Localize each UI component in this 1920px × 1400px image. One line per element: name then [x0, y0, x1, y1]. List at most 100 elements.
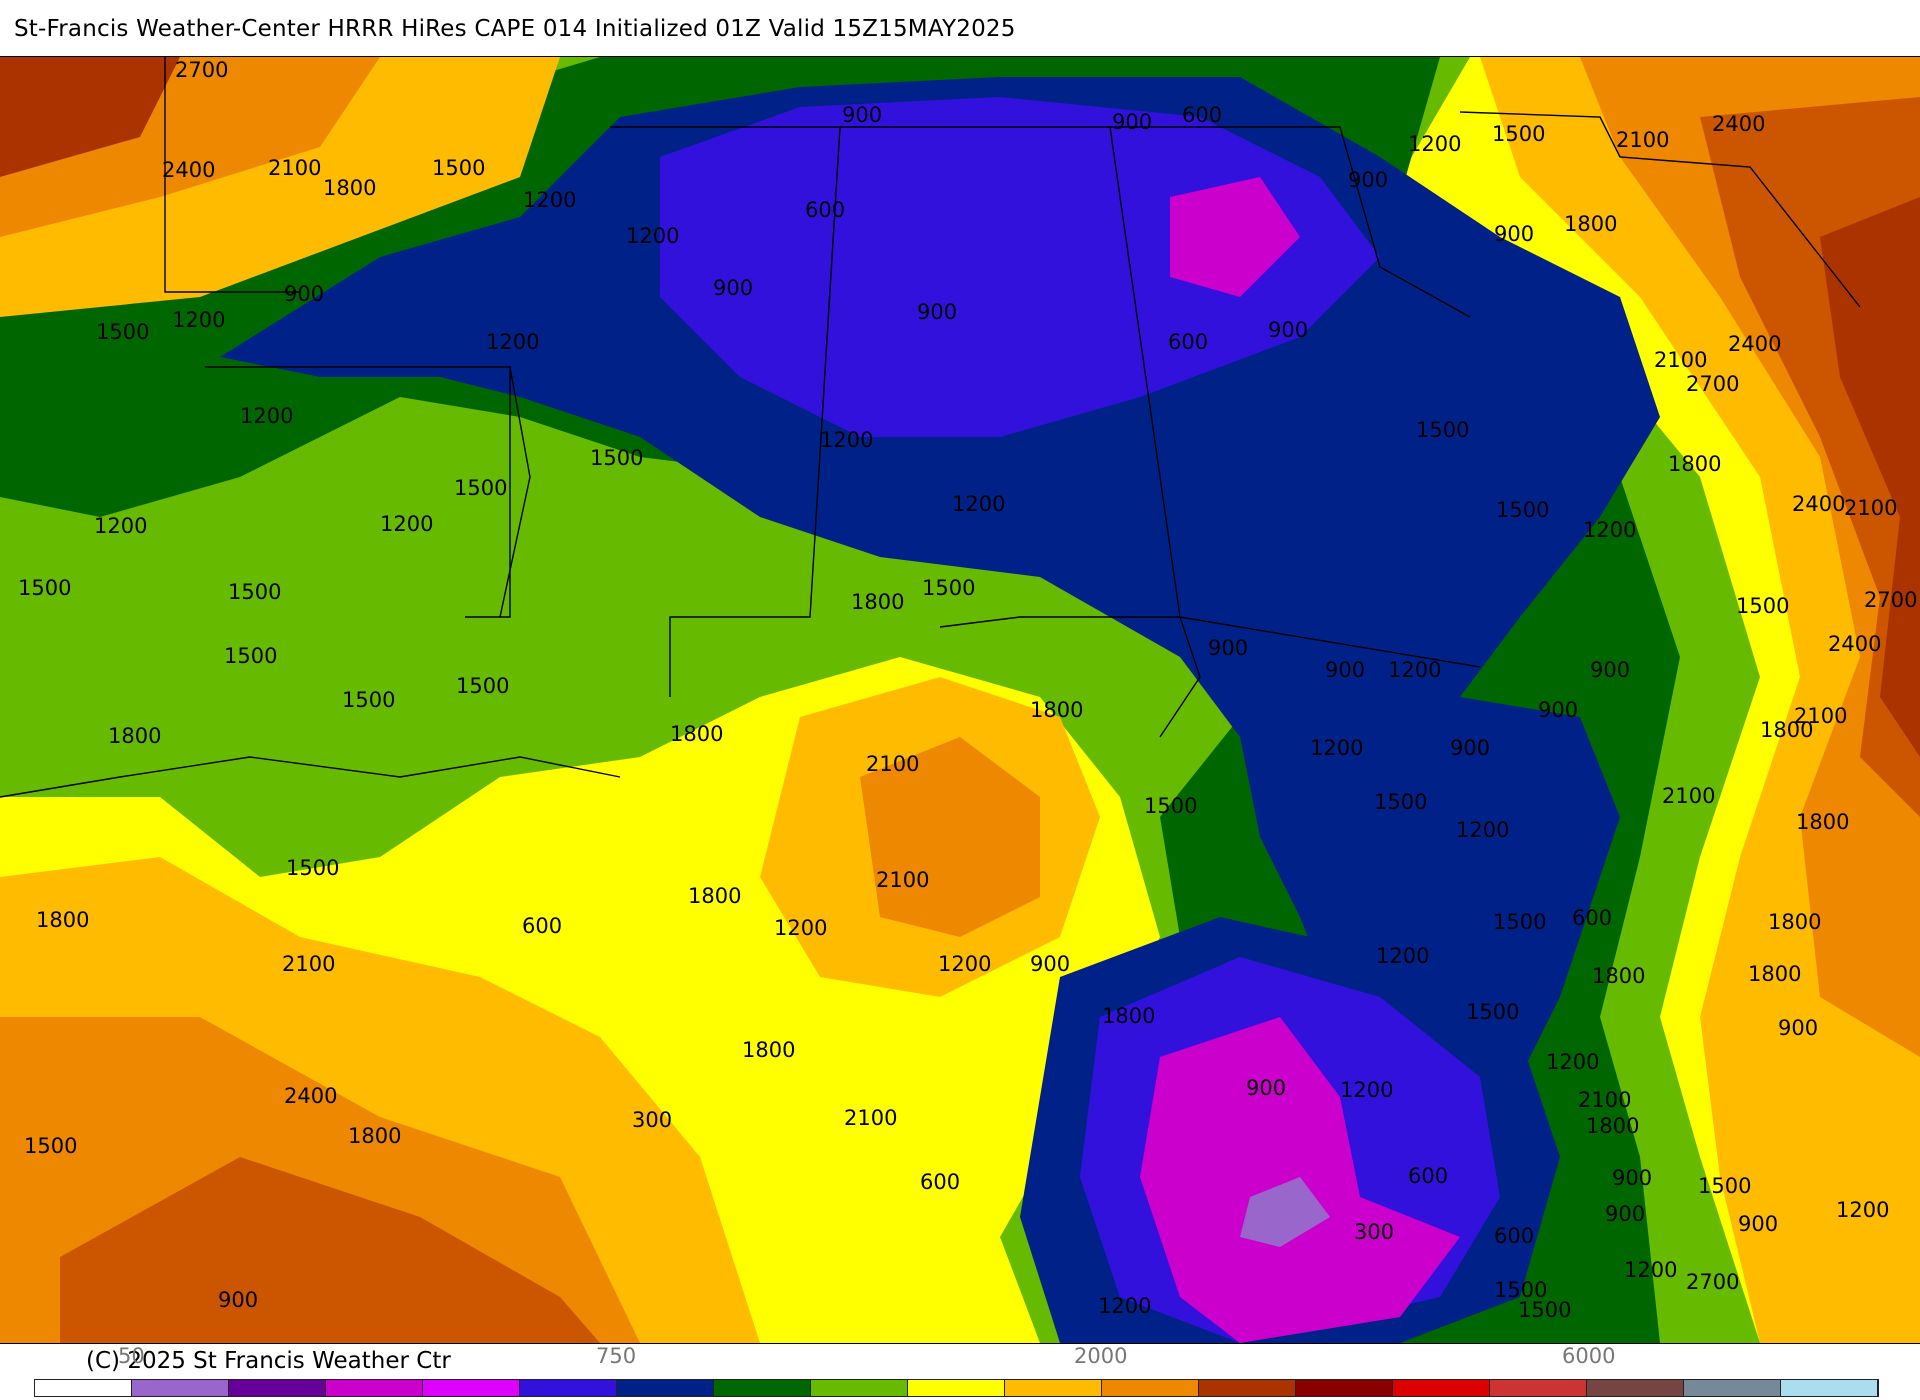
region-contour-labels: 2700 2400 2100 1800 1500 1200 1200 900 9…: [18, 58, 1917, 1322]
contour-label: 1200: [523, 188, 576, 212]
contour-label: 600: [1182, 103, 1222, 127]
cape-map-canvas: 2700 2400 2100 1800 1500 1200 1200 900 9…: [0, 57, 1920, 1343]
contour-label: 900: [1450, 736, 1490, 760]
colorbar-segment: [1005, 1380, 1102, 1396]
contour-label: 2400: [1712, 112, 1765, 136]
contour-label: 900: [1538, 698, 1578, 722]
contour-label: 1800: [851, 590, 904, 614]
contour-label: 1500: [1416, 418, 1469, 442]
contour-label: 300: [632, 1108, 672, 1132]
contour-label: 1500: [1144, 794, 1197, 818]
contour-label: 900: [842, 103, 882, 127]
colorbar-segment: [520, 1380, 617, 1396]
contour-label: 2400: [1828, 632, 1881, 656]
contour-label: 2100: [844, 1106, 897, 1130]
contour-label: 600: [1572, 906, 1612, 930]
cape-band-south-min: [1240, 1177, 1330, 1247]
contour-label: 1800: [36, 908, 89, 932]
contour-label: 900: [1246, 1076, 1286, 1100]
contour-label: 1500: [18, 576, 71, 600]
colorbar-segment: [326, 1380, 423, 1396]
colorbar-segment: [1587, 1380, 1684, 1396]
contour-label: 900: [1494, 222, 1534, 246]
contour-label: 600: [1494, 1224, 1534, 1248]
copyright-text: (C) 2025 St Francis Weather Ctr: [86, 1348, 451, 1374]
contour-label: 900: [917, 300, 957, 324]
contour-label: 1800: [1586, 1114, 1639, 1138]
colorbar-segment: [908, 1380, 1005, 1396]
contour-label: 900: [1778, 1016, 1818, 1040]
contour-label: 1500: [224, 644, 277, 668]
colorbar-tick-label: 6000: [1562, 1344, 1616, 1368]
contour-label: 1200: [1624, 1258, 1677, 1282]
contour-label: 1500: [286, 856, 339, 880]
contour-label: 1800: [323, 176, 376, 200]
contour-label: 1200: [1408, 132, 1461, 156]
contour-label: 1200: [1098, 1294, 1151, 1318]
contour-label: 1800: [1796, 810, 1849, 834]
contour-label: 1200: [1310, 736, 1363, 760]
contour-label: 1200: [1583, 518, 1636, 542]
contour-label: 1200: [1456, 818, 1509, 842]
contour-label: 1500: [454, 476, 507, 500]
contour-label: 2100: [268, 156, 321, 180]
contour-label: 1500: [228, 580, 281, 604]
contour-label: 1800: [348, 1124, 401, 1148]
contour-label: 1800: [1592, 964, 1645, 988]
contour-label: 900: [1590, 658, 1630, 682]
contour-label: 1200: [94, 514, 147, 538]
contour-label: 900: [1738, 1212, 1778, 1236]
colorbar-tick-label: 2000: [1074, 1344, 1128, 1368]
contour-label: 900: [1325, 658, 1365, 682]
contour-label: 1200: [486, 330, 539, 354]
contour-label: 1200: [820, 428, 873, 452]
contour-label: 2100: [876, 868, 929, 892]
contour-label: 1800: [1760, 718, 1813, 742]
contour-label: 600: [920, 1170, 960, 1194]
contour-label: 900: [218, 1288, 258, 1312]
contour-label: 2100: [866, 752, 919, 776]
contour-label: 2100: [1578, 1088, 1631, 1112]
contour-label: 900: [1030, 952, 1070, 976]
contour-label: 1800: [670, 722, 723, 746]
contour-label: 2700: [1864, 588, 1917, 612]
contour-label: 2100: [1794, 704, 1847, 728]
cape-band-2400-west: [60, 1157, 600, 1343]
contour-label: 1800: [1102, 1004, 1155, 1028]
contour-label: 2100: [1616, 128, 1669, 152]
contour-label: 1200: [1340, 1078, 1393, 1102]
colorbar-tick-label: 750: [596, 1344, 637, 1368]
contour-label: 1500: [1494, 1278, 1547, 1302]
contour-label: 1800: [1564, 212, 1617, 236]
contour-label: 900: [1612, 1166, 1652, 1190]
contour-label: 1500: [1492, 122, 1545, 146]
contour-label: 1200: [626, 224, 679, 248]
colorbar-segment: [1296, 1380, 1393, 1396]
colorbar-segment: [714, 1380, 811, 1396]
cape-band-2700-east: [1820, 197, 1920, 757]
contour-label: 2100: [1662, 784, 1715, 808]
contour-label: 1800: [1668, 452, 1721, 476]
contour-label: 1500: [342, 688, 395, 712]
contour-label: 1800: [1748, 962, 1801, 986]
contour-label: 2700: [1686, 1270, 1739, 1294]
contour-label: 1500: [1496, 498, 1549, 522]
contour-label: 1200: [172, 308, 225, 332]
contour-label: 1200: [1388, 658, 1441, 682]
colorbar-segment: [1684, 1380, 1781, 1396]
contour-label: 900: [713, 276, 753, 300]
colorbar-segment: [1393, 1380, 1490, 1396]
colorbar-segment: [1102, 1380, 1199, 1396]
cape-band-300-ne: [1170, 177, 1300, 297]
contour-label: 2400: [284, 1084, 337, 1108]
contour-label: 1800: [1768, 910, 1821, 934]
contour-label: 900: [1268, 318, 1308, 342]
contour-label: 900: [1348, 168, 1388, 192]
contour-label: 600: [805, 198, 845, 222]
contour-label: 900: [1208, 636, 1248, 660]
contour-label: 2100: [282, 952, 335, 976]
contour-label: 1500: [1518, 1298, 1571, 1322]
cape-band-2700-nw: [0, 57, 180, 177]
cape-band-2100-gulf: [860, 737, 1040, 937]
contour-label: 1800: [1030, 698, 1083, 722]
